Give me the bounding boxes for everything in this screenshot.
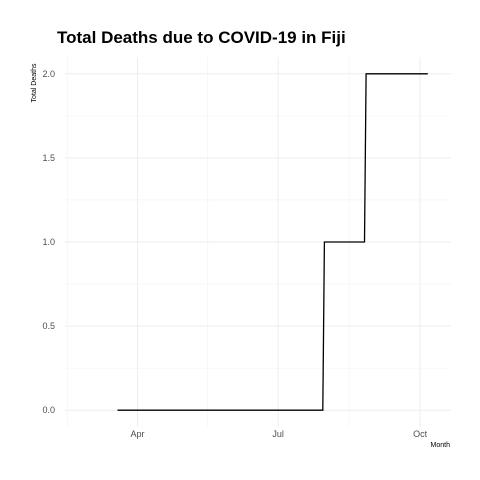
y-tick-label: 1.5 xyxy=(42,153,55,163)
series-line xyxy=(117,73,428,411)
x-axis-title: Month xyxy=(431,442,451,449)
y-tick-label: 0.5 xyxy=(42,321,55,331)
series-layer xyxy=(117,73,428,411)
grid xyxy=(65,57,451,427)
x-axis-ticks: Apr Jul Oct xyxy=(131,429,428,439)
y-tick-label: 2.0 xyxy=(42,69,55,79)
x-tick-label: Oct xyxy=(413,429,428,439)
y-tick-label: 0.0 xyxy=(42,405,55,415)
x-tick-label: Jul xyxy=(272,429,284,439)
y-axis-title: Total Deaths xyxy=(31,63,38,102)
chart-title: Total Deaths due to COVID-19 in Fiji xyxy=(57,28,346,47)
x-tick-label: Apr xyxy=(131,429,145,439)
y-tick-label: 1.0 xyxy=(42,237,55,247)
y-axis-ticks: 0.0 0.5 1.0 1.5 2.0 xyxy=(42,69,55,415)
